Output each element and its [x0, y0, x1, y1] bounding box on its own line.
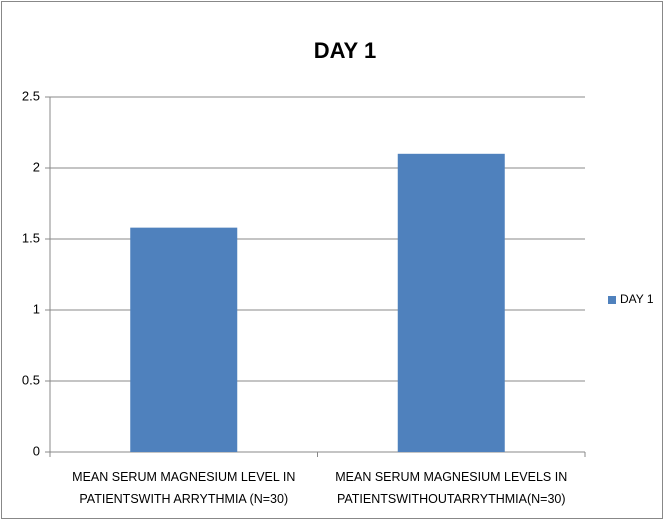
y-tick-label: 1.5 [22, 230, 40, 245]
legend-label: DAY 1 [620, 292, 654, 306]
bar [130, 227, 238, 452]
x-tick-label: MEAN SERUM MAGNESIUM LEVELS IN PATIENTSW… [335, 470, 568, 506]
y-tick-label: 0.5 [22, 372, 40, 387]
legend-swatch [608, 296, 616, 304]
y-tick-label: 2 [33, 159, 40, 174]
y-tick-label: 0 [33, 443, 40, 458]
bar [397, 153, 505, 453]
y-tick-label: 1 [33, 301, 40, 316]
x-tick-label: MEAN SERUM MAGNESIUM LEVEL IN PATIENTSWI… [72, 470, 296, 506]
y-tick-label: 2.5 [22, 88, 40, 103]
chart-title: DAY 1 [314, 38, 376, 63]
